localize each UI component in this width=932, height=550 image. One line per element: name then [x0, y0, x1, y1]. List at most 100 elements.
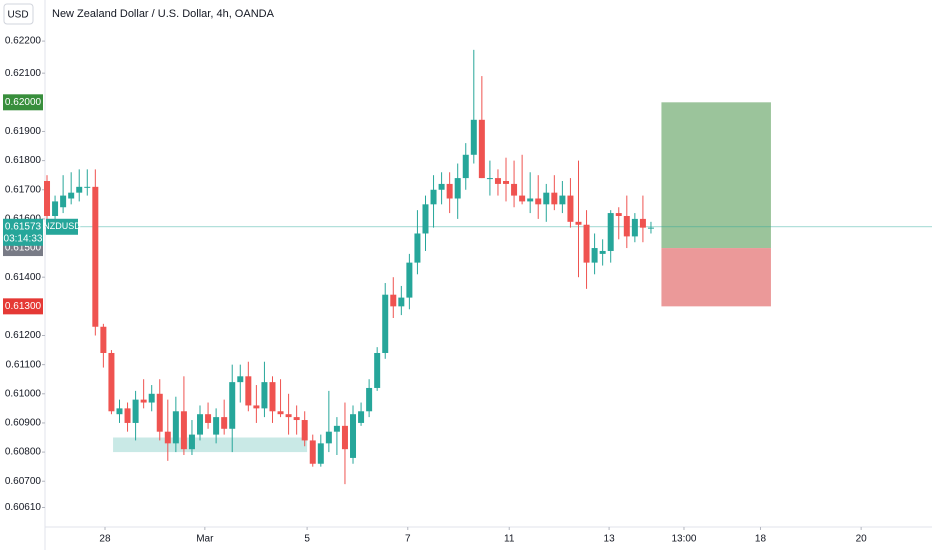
- y-tick-label: 0.61700: [5, 184, 42, 195]
- candle-body: [44, 181, 51, 216]
- candle-body: [229, 382, 236, 429]
- candle-body: [503, 181, 510, 184]
- candle-body: [350, 414, 357, 458]
- candle-body: [599, 250, 606, 254]
- last-price-badge: [3, 218, 43, 246]
- candle-body: [205, 414, 212, 423]
- candle-body: [188, 434, 195, 450]
- y-tick-label: 0.61000: [5, 388, 42, 399]
- x-tick-label: 13:00: [671, 534, 696, 545]
- candle-body: [140, 399, 147, 403]
- last-price-label: 0.61573: [5, 221, 42, 232]
- chart-title: New Zealand Dollar / U.S. Dollar, 4h, OA…: [52, 8, 275, 20]
- candle-body: [116, 408, 123, 415]
- symbol-tag: [46, 218, 78, 235]
- candle-body: [277, 411, 284, 415]
- symbol: NZDUSD: [43, 221, 81, 231]
- candle-body: [511, 183, 518, 196]
- candle-body: [414, 233, 421, 263]
- candle-body: [132, 399, 139, 423]
- candle-body: [213, 417, 220, 435]
- candle-body: [607, 213, 614, 251]
- candle-body: [325, 431, 332, 444]
- candle-body: [430, 189, 437, 205]
- candle-body: [390, 294, 397, 307]
- candle-body: [559, 195, 566, 205]
- candle-body: [551, 192, 558, 205]
- y-tick-label: 0.60610: [5, 502, 42, 513]
- y-tick-label: 0.61400: [5, 272, 42, 283]
- target-badge: [3, 94, 43, 111]
- candle-body: [462, 154, 469, 179]
- candle-body: [317, 443, 324, 464]
- y-tick-label: 0.60900: [5, 418, 42, 429]
- candle-body: [76, 186, 83, 193]
- candle-body: [269, 382, 276, 412]
- candle-body: [623, 215, 630, 237]
- y-tick-label: 0.62200: [5, 36, 42, 47]
- y-tick-label: 0.61800: [5, 155, 42, 166]
- candle-body: [285, 414, 292, 418]
- candle-body: [398, 297, 405, 307]
- x-tick-label: 5: [304, 534, 310, 545]
- candle-body: [261, 382, 268, 409]
- candle-body: [494, 178, 501, 184]
- candle-body: [92, 186, 99, 327]
- candle-body: [164, 431, 171, 444]
- candle-body: [172, 411, 179, 444]
- candle-body: [301, 420, 308, 441]
- candle-body: [68, 192, 75, 199]
- candle-body: [382, 294, 389, 353]
- loss-zone: [661, 248, 771, 307]
- candle-body: [253, 405, 260, 409]
- x-tick-label: 13: [604, 534, 616, 545]
- candle-body: [591, 248, 598, 263]
- candle-body: [221, 417, 228, 429]
- x-tick-label: 7: [405, 534, 411, 545]
- y-tick-label: 0.61100: [6, 359, 42, 370]
- x-tick-label: 11: [504, 534, 515, 545]
- candle-body: [245, 376, 252, 406]
- candle-body: [84, 186, 91, 188]
- candle-body: [543, 192, 550, 205]
- candle-body: [647, 227, 654, 229]
- candle-body: [237, 376, 244, 383]
- currency-box[interactable]: [3, 3, 34, 25]
- x-tick-label: Mar: [196, 534, 214, 545]
- stop-badge: [3, 298, 43, 315]
- candle-body: [293, 417, 300, 421]
- x-tick-label: 28: [99, 534, 111, 545]
- zone: [113, 437, 308, 453]
- candle-body: [615, 213, 622, 216]
- candle-body: [309, 440, 316, 464]
- stop-label: 0.61300: [5, 301, 42, 312]
- candle-body: [358, 411, 365, 423]
- candle-body: [124, 408, 131, 423]
- candle-body: [583, 224, 590, 263]
- y-tick-label: 0.61900: [5, 126, 42, 137]
- candle-body: [446, 183, 453, 199]
- candle-body: [156, 393, 163, 432]
- y-tick-label: 0.62100: [5, 68, 42, 79]
- candle-body: [180, 411, 187, 450]
- candle-body: [374, 352, 381, 388]
- candle-body: [148, 393, 155, 403]
- candle-body: [486, 178, 493, 180]
- candle-body: [422, 204, 429, 234]
- candle-body: [535, 198, 542, 205]
- y-tick-label: 0.61200: [5, 330, 42, 341]
- candle-body: [406, 262, 413, 298]
- y-tick-label: 0.60700: [5, 476, 42, 487]
- candle-body: [567, 195, 574, 222]
- candle-body: [108, 352, 115, 412]
- candle-body: [631, 218, 638, 237]
- candle-body: [470, 119, 477, 155]
- currency[interactable]: USD: [7, 10, 28, 21]
- countdown: 03:14:33: [4, 233, 43, 244]
- candle-body: [341, 425, 348, 450]
- candle-body: [527, 198, 534, 202]
- target-label: 0.62000: [5, 97, 42, 108]
- candle-body: [519, 195, 526, 202]
- profit-zone: [661, 102, 771, 249]
